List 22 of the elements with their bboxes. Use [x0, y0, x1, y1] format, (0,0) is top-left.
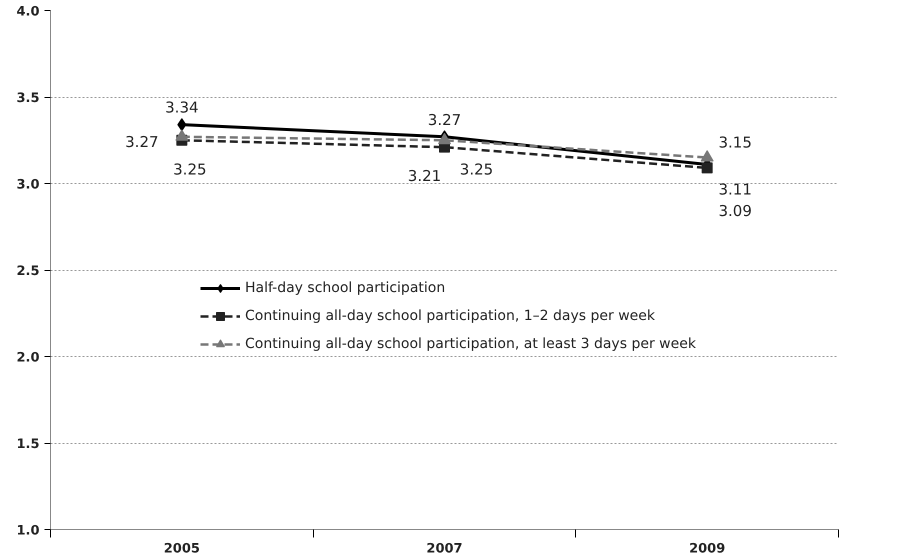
data-label: 3.25 — [460, 160, 494, 178]
x-tick-label: 2005 — [164, 542, 200, 555]
data-label: 3.11 — [718, 180, 752, 198]
y-tick-label: 3.5 — [16, 91, 40, 106]
legend-label: Half-day school participation — [245, 280, 446, 296]
legend-label: Continuing all-day school participation, 1–2 days per week — [245, 308, 656, 324]
y-tick-label: 4.0 — [16, 4, 40, 20]
y-tick-label: 2.5 — [16, 264, 40, 279]
data-label: 3.27 — [125, 132, 159, 151]
data-label: 3.15 — [718, 134, 752, 152]
data-label: 3.25 — [173, 160, 207, 178]
y-tick-label: 1.5 — [16, 437, 40, 452]
data-label: 3.21 — [408, 167, 442, 186]
x-tick-label: 2007 — [426, 542, 463, 555]
y-tick-label: 2.0 — [16, 350, 40, 366]
x-tick-label: 2009 — [689, 542, 726, 555]
legend-label: Continuing all-day school participation, at least 3 days per week — [245, 336, 696, 352]
y-tick-label: 1.0 — [16, 524, 40, 538]
data-label: 3.34 — [165, 98, 199, 117]
y-tick-label: 3.0 — [16, 178, 40, 192]
data-label: 3.27 — [428, 110, 462, 129]
data-label: 3.09 — [718, 202, 752, 220]
